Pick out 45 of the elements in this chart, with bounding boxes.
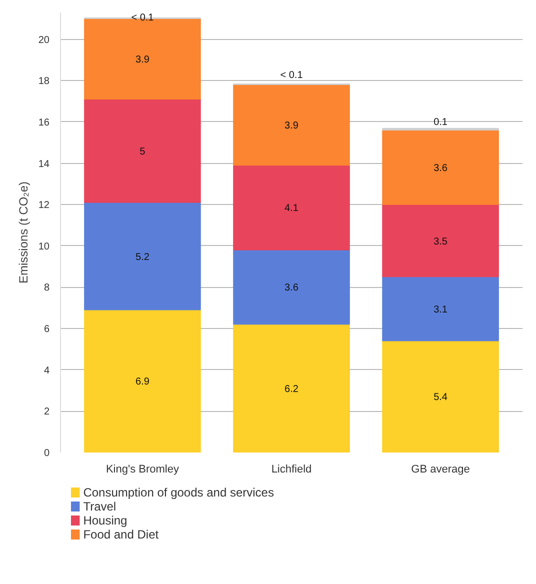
data-label: < 0.1 bbox=[280, 70, 304, 81]
legend-label: Housing bbox=[83, 514, 128, 528]
y-tick-label: 8 bbox=[44, 282, 50, 294]
bar bbox=[84, 202, 201, 310]
data-label: 5 bbox=[140, 146, 146, 158]
y-tick-label: 6 bbox=[44, 324, 50, 336]
bar bbox=[382, 130, 499, 205]
y-tick-label: 0 bbox=[44, 448, 50, 459]
data-label: 3.9 bbox=[284, 120, 299, 132]
bar bbox=[233, 84, 350, 166]
y-tick-label: 16 bbox=[38, 117, 50, 128]
bar bbox=[84, 310, 201, 452]
data-label: 3.5 bbox=[434, 236, 448, 248]
data-label: 3.1 bbox=[434, 304, 448, 316]
legend-label: Consumption of goods and services bbox=[83, 486, 274, 500]
bar bbox=[382, 204, 499, 278]
data-label: 3.6 bbox=[434, 162, 448, 174]
bar bbox=[382, 276, 499, 342]
bar bbox=[233, 250, 350, 325]
y-tick-label: 14 bbox=[38, 158, 50, 170]
data-label: 5.2 bbox=[136, 252, 150, 263]
data-label: 4.1 bbox=[284, 203, 299, 214]
data-label: 3.9 bbox=[136, 54, 150, 66]
data-label: 6.9 bbox=[136, 376, 150, 388]
x-tick-label: Lichfield bbox=[271, 464, 312, 476]
data-label: 5.4 bbox=[434, 392, 448, 404]
x-tick-label: King's Bromley bbox=[106, 464, 180, 476]
y-tick-label: 10 bbox=[38, 241, 50, 252]
bar bbox=[382, 128, 499, 130]
y-axis-title: Emissions (t CO₂e) bbox=[16, 181, 30, 284]
bar bbox=[84, 99, 201, 203]
data-label: 6.2 bbox=[284, 384, 299, 395]
bar bbox=[382, 340, 499, 452]
data-label: 0.1 bbox=[434, 117, 448, 128]
legend-label: Food and Diet bbox=[83, 528, 160, 542]
y-tick-label: 18 bbox=[38, 76, 50, 88]
y-tick-label: 4 bbox=[44, 365, 50, 376]
bar bbox=[233, 165, 350, 250]
legend-label: Travel bbox=[83, 500, 116, 514]
y-tick-label: 12 bbox=[38, 200, 50, 212]
y-tick-label: 20 bbox=[38, 34, 50, 46]
x-tick-label: GB average bbox=[411, 464, 470, 476]
bar bbox=[233, 324, 350, 452]
y-tick-label: 2 bbox=[44, 406, 50, 418]
data-label: 3.6 bbox=[284, 282, 299, 294]
